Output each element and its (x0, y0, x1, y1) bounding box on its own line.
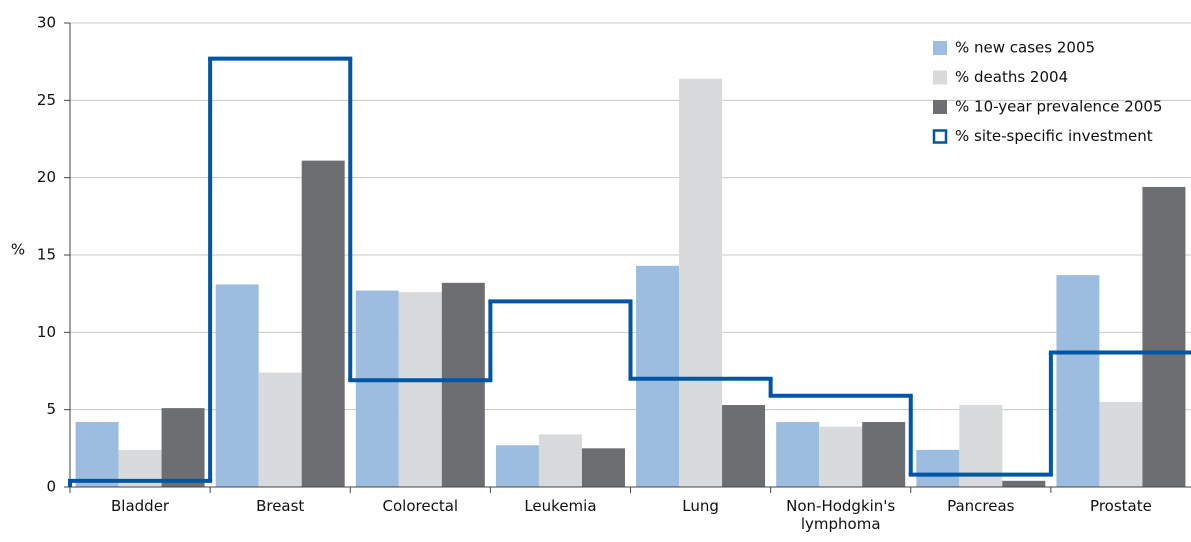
x-tick-label: Non-Hodgkin's lymphoma (786, 497, 896, 533)
bar (776, 422, 820, 487)
x-tick-label: Prostate (1090, 497, 1152, 515)
legend-swatch (933, 41, 947, 55)
bar (1002, 480, 1046, 487)
bar (355, 290, 399, 487)
y-tick-label: 10 (37, 323, 56, 341)
x-tick-label: Leukemia (524, 497, 597, 515)
legend-swatch (933, 70, 947, 85)
x-tick-label: Lung (682, 497, 719, 515)
bar (495, 445, 539, 487)
x-tick-label: Breast (256, 497, 305, 515)
legend-label: % site-specific investment (955, 127, 1153, 145)
bar (441, 282, 485, 487)
bar (538, 434, 582, 487)
bar (301, 160, 345, 488)
bar (1056, 275, 1100, 487)
bar (581, 448, 625, 487)
legend-label: % 10-year prevalence 2005 (955, 98, 1162, 116)
bar (722, 405, 766, 487)
bar (75, 422, 119, 487)
y-tick-label: 5 (46, 400, 56, 418)
bar (215, 284, 259, 487)
x-tick-label: Bladder (111, 497, 170, 515)
bar (916, 449, 960, 487)
y-tick-label: 30 (37, 14, 56, 32)
bar (161, 408, 205, 487)
legend-swatch (933, 100, 947, 114)
bar (679, 78, 723, 488)
x-tick-label: Colorectal (382, 497, 459, 515)
x-tick-label: Pancreas (947, 497, 1015, 515)
bar (258, 372, 302, 487)
bar (862, 422, 906, 487)
bar (636, 265, 680, 487)
y-tick-label: 20 (37, 168, 56, 186)
legend-swatch (932, 129, 948, 144)
legend-label: % deaths 2004 (955, 68, 1068, 86)
bar (819, 426, 863, 487)
y-axis-label: % (11, 241, 25, 259)
y-tick-label: 25 (37, 91, 56, 109)
bar (398, 292, 442, 487)
legend-label: % new cases 2005 (955, 39, 1095, 57)
bar (1142, 186, 1186, 488)
y-tick-label: 0 (46, 478, 56, 496)
y-tick-label: 15 (37, 246, 56, 264)
bar (1099, 401, 1143, 487)
